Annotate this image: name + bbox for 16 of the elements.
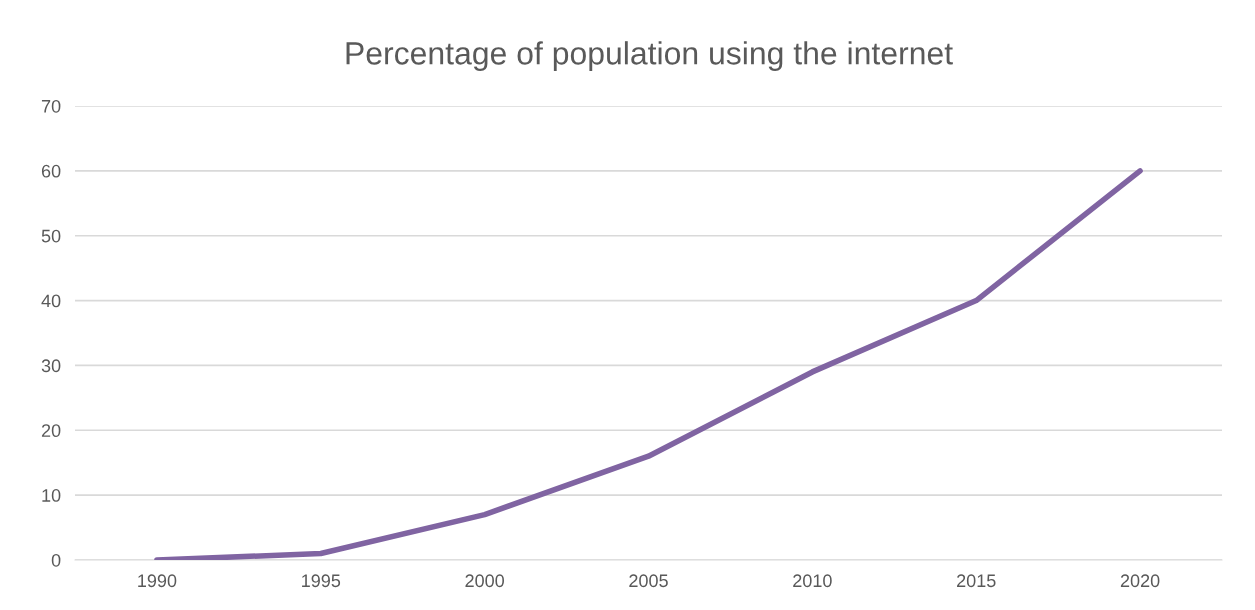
chart-title: Percentage of population using the internet	[346, 41, 953, 71]
y-tick-label: 10	[42, 489, 61, 502]
y-tick-label: 60	[41, 164, 61, 178]
x-tick-label: 2010	[793, 574, 832, 588]
y-tick-label: 40	[41, 294, 61, 308]
y-tick-label: 20	[41, 424, 61, 438]
x-tick-label: 1995	[302, 574, 341, 588]
x-tick-label: 1990	[138, 574, 177, 588]
x-tick-label: 2000	[465, 574, 505, 588]
x-tick-label: 2015	[957, 574, 996, 588]
y-tick-label: 0	[51, 553, 61, 567]
x-tick-label: 2020	[1120, 574, 1160, 588]
y-tick-label: 70	[41, 99, 61, 113]
x-tick-label: 2005	[629, 574, 668, 588]
y-tick-label: 30	[41, 359, 61, 373]
y-tick-label: 50	[41, 229, 61, 243]
